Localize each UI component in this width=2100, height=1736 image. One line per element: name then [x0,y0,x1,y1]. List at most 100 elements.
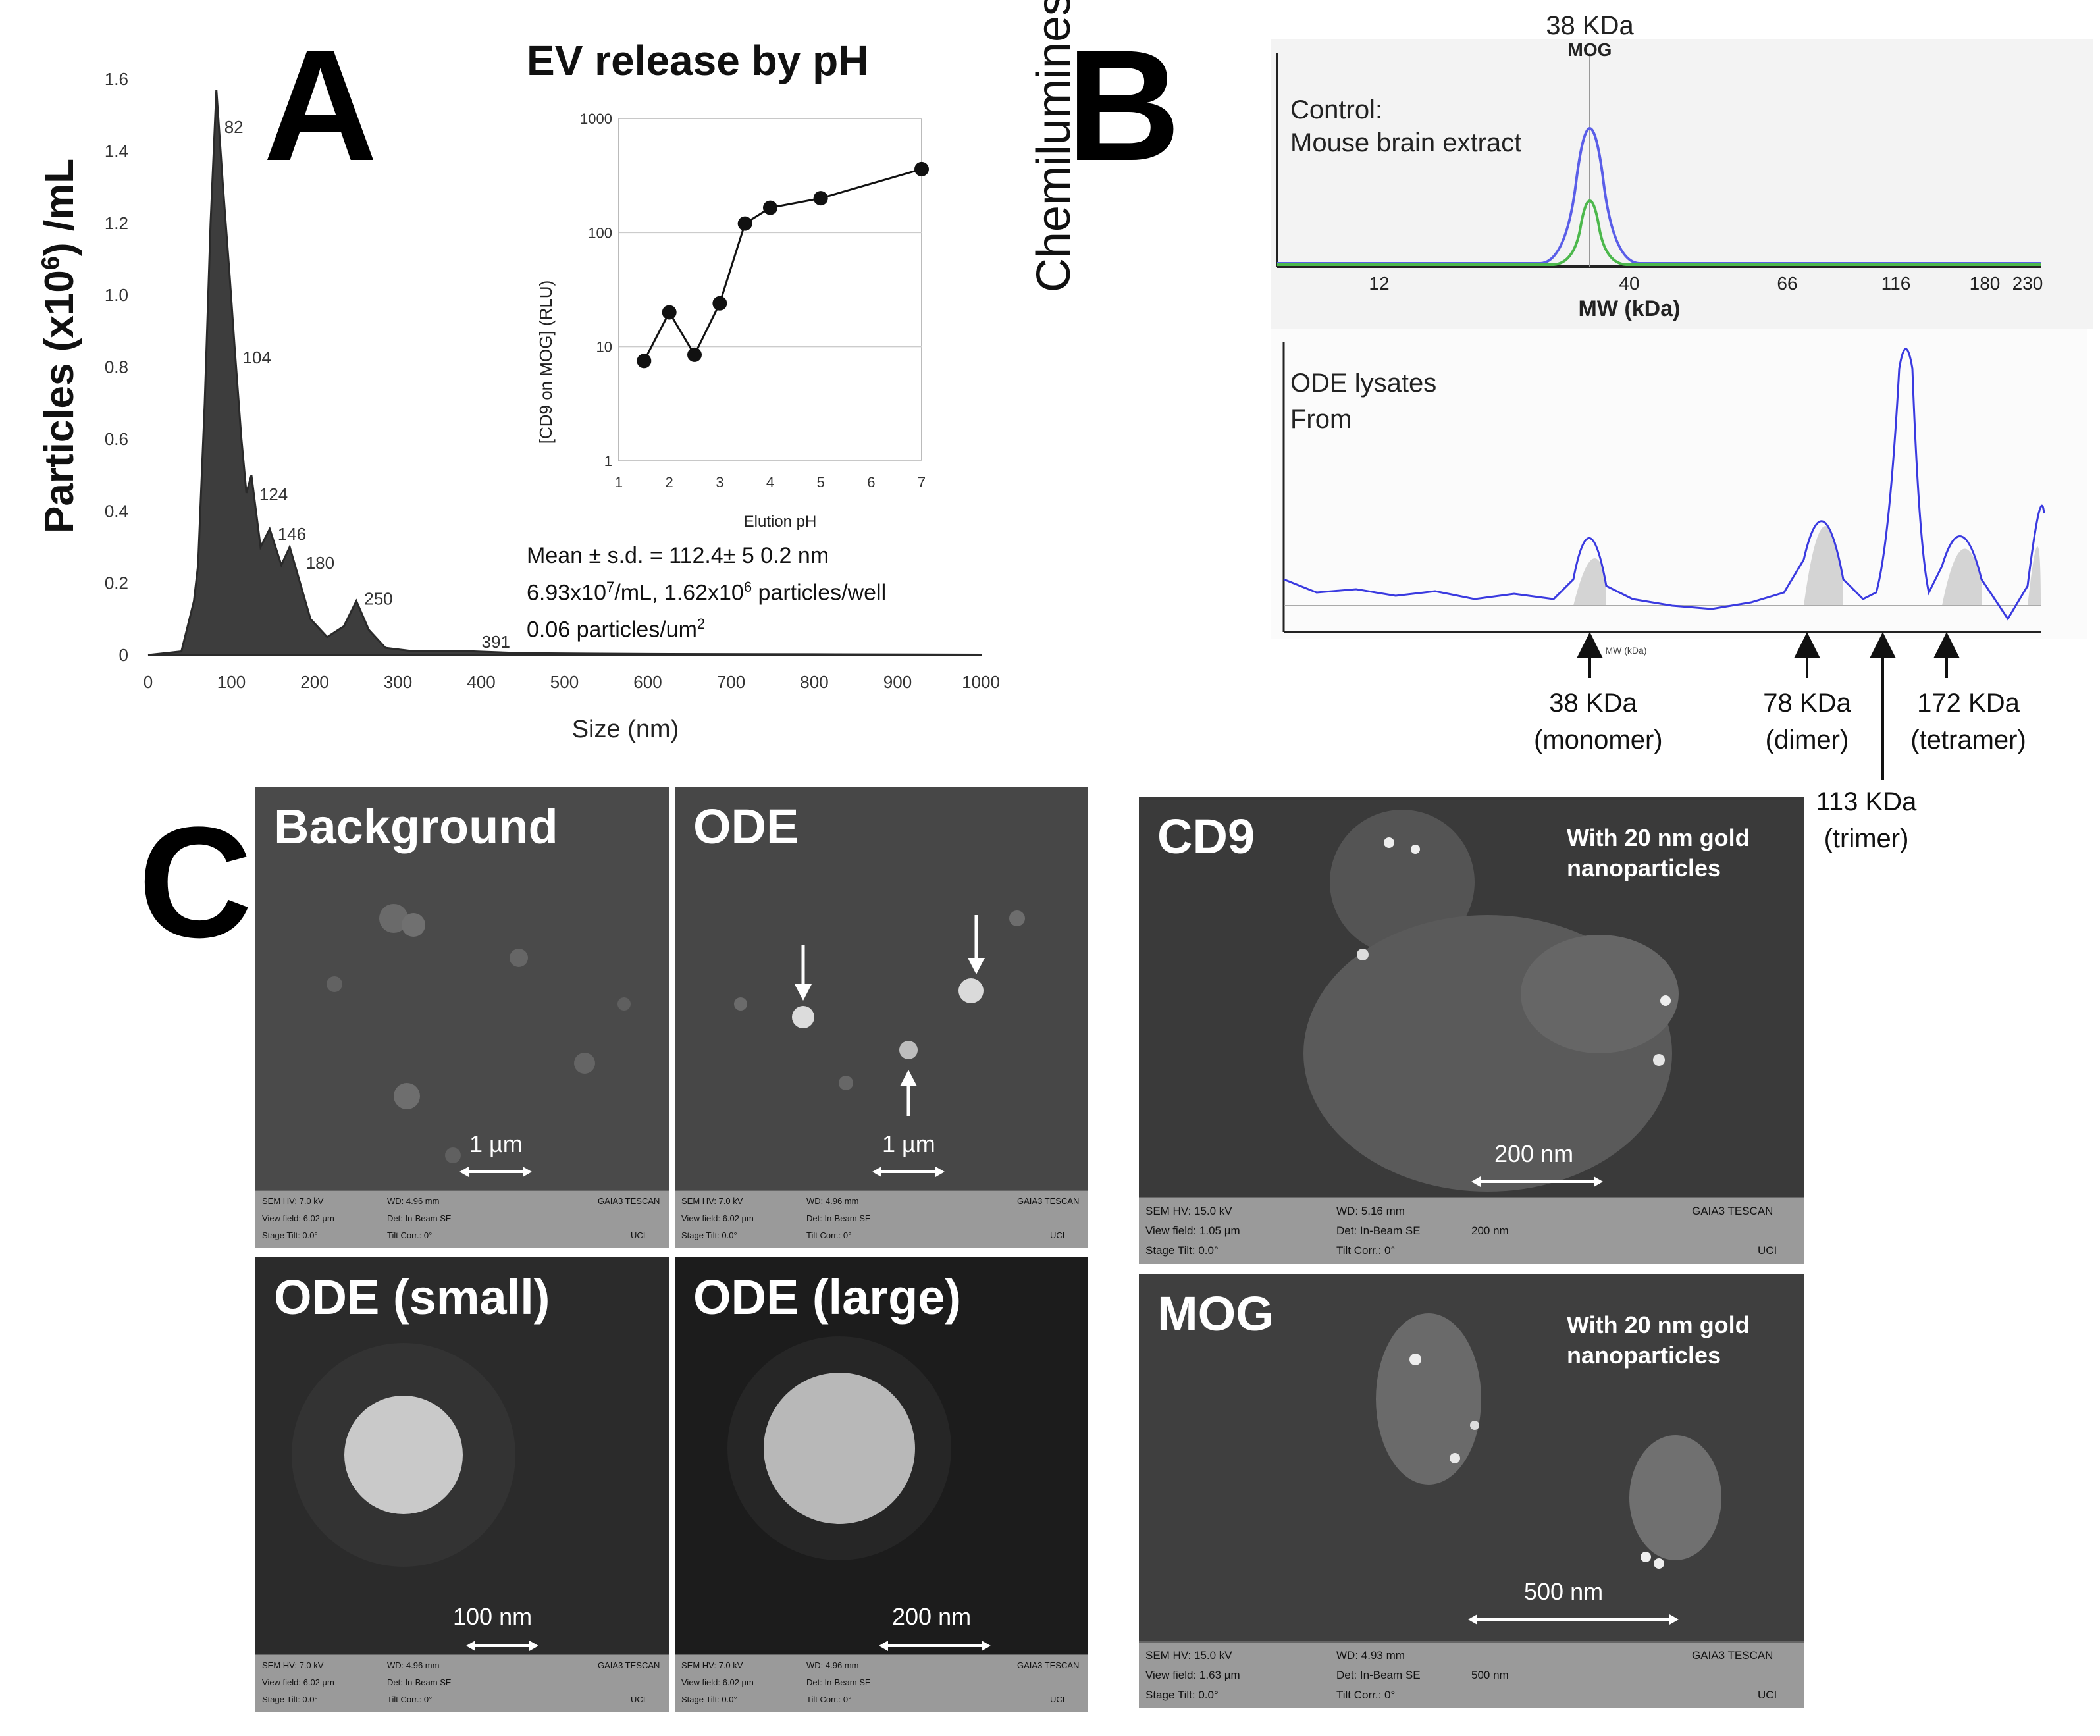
scale-label: 500 nm [1524,1578,1604,1605]
sem-title: ODE (large) [693,1270,962,1325]
scale-label: 1 µm [469,1130,523,1157]
sem-vesicles [1376,1313,1721,1569]
ph-data-point [763,200,777,215]
lysate-xlabel: MW (kDa) [1606,645,1647,656]
inset-y-tick: 100 [588,224,612,241]
label-trimer: 113 KDa (trimer) [1816,787,1917,853]
size-distribution-chart: 0 100 200 300 400 500 600 700 800 900 1000 0 0.2 0.4 0… [105,69,1000,743]
scale-arrow [1468,1614,1679,1625]
stats-concentration: 6.93x107/mL, 1.62x106 particles/well [527,579,887,606]
sem-title: CD9 [1157,809,1255,864]
inset-x-tick: 5 [817,474,825,490]
inset-frame [618,118,922,461]
control-line2: Mouse brain extract [1290,128,1521,157]
top-tick-116: 116 [1881,273,1911,294]
ph-data-point [914,161,929,176]
y-tick-label: 0.4 [105,501,128,521]
x-tick-label: 400 [467,672,495,692]
sem-info-bar: SEM HV: 7.0 kV WD: 4.96 mm GAIA3 TESCAN Vi… [255,1190,669,1248]
sem-mog: MOG With 20 nm gold nanoparticles 500 nm … [1139,1274,1804,1708]
top-xlabel: MW (kDa) [1579,296,1681,321]
scale-arrow [466,1641,538,1651]
peak-label: 82 [224,117,244,137]
ode-lysate-blot: ODE lysates From MW (kDa) [1271,329,2087,656]
label-monomer: 38 KDa (monomer) [1534,689,1663,754]
inset-y-tick: 1000 [580,111,612,127]
peak-label: 180 [306,553,334,573]
inset-x-tick: 7 [918,474,926,490]
inset-title: EV release by pH [527,37,869,84]
sem-ode: ODE 1 µm SEM HV: 7.0 kV WD: 4.96 mm GAIA3 … [675,787,1088,1248]
peak-label: 146 [278,524,306,544]
top-tick-180: 180 [1970,273,2001,294]
y-tick-label: 1.2 [105,213,128,233]
sem-info-bar: SEM HV: 15.0 kV WD: 5.16 mm GAIA3 TESCAN V… [1139,1197,1804,1264]
inset-x-tick: 6 [867,474,875,490]
ph-data-point [637,354,652,369]
label-dimer: 78 KDa (dimer) [1763,689,1851,754]
gold-note: With 20 nm gold nanoparticles [1567,1311,1750,1369]
peak-label: 124 [259,485,288,504]
x-tick-label: 100 [217,672,246,692]
label-tetramer: 172 KDa (tetramer) [1910,689,2026,754]
size-axis-label: Size (nm) [572,716,679,743]
x-tick-label: 600 [633,672,662,692]
gold-note: With 20 nm gold nanoparticles [1567,824,1750,881]
top-tick-40: 40 [1619,273,1639,294]
ph-data-point [662,305,677,320]
top-tick-12: 12 [1369,273,1389,294]
y-tick-label: 1.6 [105,69,128,89]
inset-x-tick: 2 [666,474,673,490]
x-tick-label: 900 [883,672,912,692]
y-tick-label: 0 [119,645,128,665]
sem-title: MOG [1157,1286,1274,1341]
x-tick-label: 800 [800,672,828,692]
top-tick-230: 230 [2012,273,2043,294]
top-peak-sub: MOG [1568,39,1612,60]
x-tick-label: 300 [384,672,412,692]
ph-release-line [643,168,922,361]
scale-arrow [872,1167,945,1177]
y-tick-label: 1.0 [105,285,128,305]
sem-title: ODE [693,799,799,854]
panel-b-letter: B [1066,17,1181,194]
panel-b-ylabel: Chemiluminescence [1028,0,1080,293]
ph-data-point [712,296,727,311]
inset-xlabel: Elution pH [744,513,817,531]
x-tick-label: 200 [300,672,328,692]
lysate-line2: From [1290,405,1352,434]
mog-control-blot: 38 KDa MOG Control: Mouse brain extract … [1271,13,2093,329]
panel-c-letter: C [138,794,253,970]
sem-vesicles [1303,810,1679,1192]
ph-data-point [737,216,752,231]
stats-mean: Mean ± s.d. = 112.4± 5 0.2 nm [527,543,829,568]
sem-ode-large: ODE (large) 200 nm SEM HV: 7.0 kV WD: 4.9… [675,1257,1088,1712]
ph-release-chart: 1 10 100 1000 1 2 3 4 5 6 7 [CD9 on MOG] (RLU) Elu… [536,111,929,531]
control-blue-trace [1277,127,2041,265]
control-green-trace [1277,199,2041,266]
x-tick-label: 0 [144,672,153,692]
top-peak-label: 38 KDa [1546,13,1634,40]
sem-info-bar: SEM HV: 7.0 kV WD: 4.96 mm GAIA3 TESCAN Vi… [675,1654,1088,1712]
lysate-peak-fill [1573,526,2041,606]
lysate-blue-trace [1283,348,2045,621]
peak-label: 104 [243,348,271,367]
sem-info-bar: SEM HV: 7.0 kV WD: 4.96 mm GAIA3 TESCAN Vi… [255,1654,669,1712]
sem-particles [734,910,1025,1116]
inset-x-tick: 4 [766,474,774,490]
lysate-line1: ODE lysates [1290,369,1436,398]
x-tick-label: 1000 [962,672,1000,692]
y-tick-label: 0.6 [105,429,128,449]
band-arrows [1577,632,1960,780]
nta-stats: Mean ± s.d. = 112.4± 5 0.2 nm 6.93x107/m… [527,540,886,646]
stats-density: 0.06 particles/um2 [527,616,706,643]
x-tick-label: 500 [550,672,579,692]
size-distribution-area [147,90,982,656]
sem-cd9: CD9 With 20 nm gold nanoparticles 200 nm … [1139,797,1804,1264]
scale-label: 200 nm [1494,1140,1574,1167]
y-tick-label: 0.2 [105,573,128,593]
control-line1: Control: [1290,95,1382,124]
x-tick-label: 700 [717,672,745,692]
inset-y-tick: 10 [596,339,612,355]
sem-background: Background 1 µm SEM HV: 7.0 kV WD: 4.96 m… [255,787,669,1248]
